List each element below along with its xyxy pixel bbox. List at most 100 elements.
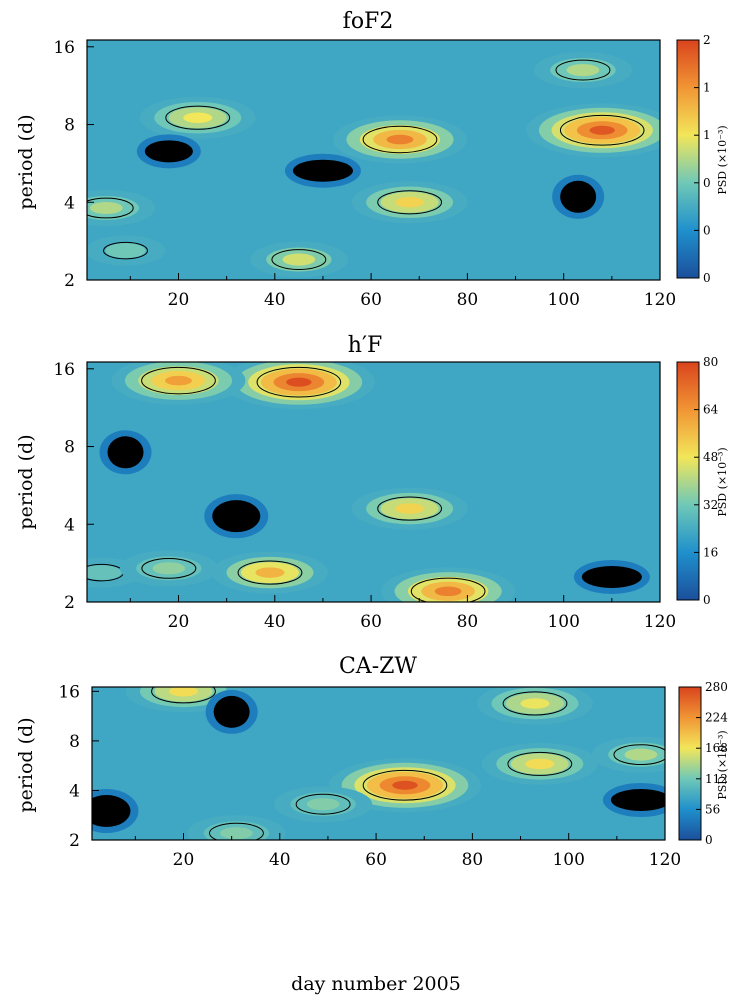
x-tick-label: 20	[173, 850, 195, 870]
x-tick-label: 120	[644, 290, 676, 310]
x-axis-ticks: 20 40 60 80 100 120	[134, 833, 681, 870]
x-tick-label: 20	[168, 612, 190, 632]
colorbar-tick-label: 1	[703, 128, 711, 142]
plot-frame	[86, 361, 661, 603]
x-tick-label: 80	[457, 290, 479, 310]
spectral-peak	[119, 550, 218, 587]
spectral-peak	[381, 567, 516, 602]
colorbar-tick-label: 224	[705, 711, 728, 725]
colorbar-tick-label: 112	[705, 772, 728, 786]
spectrum-plot	[86, 361, 661, 603]
spectral-peak	[205, 689, 258, 734]
x-tick-label: 80	[462, 850, 484, 870]
colorbar-tick-label: 16	[703, 545, 718, 559]
spectral-peak	[533, 52, 632, 89]
spectral-peak	[222, 362, 375, 410]
x-tick-label: 60	[360, 612, 382, 632]
panel-title: foF2	[343, 9, 394, 34]
spectral-peak	[526, 103, 660, 158]
colorbar-tick-label: 32	[703, 498, 718, 512]
y-tick-label: 4	[64, 193, 75, 213]
spectral-peak	[481, 742, 598, 785]
x-tick-label: 60	[365, 850, 387, 870]
x-tick-label: 100	[547, 290, 579, 310]
spectral-peak	[249, 241, 348, 278]
spectral-peak	[204, 494, 269, 539]
spectral-peak	[351, 487, 468, 530]
y-tick-label: 8	[64, 438, 75, 458]
colorbar-tick-label: 64	[703, 403, 719, 417]
spectral-peak	[87, 190, 156, 227]
y-tick-label: 16	[58, 682, 80, 702]
y-tick-label: 16	[53, 360, 75, 380]
colorbar-tick-label: 0	[703, 271, 711, 285]
spectral-peak	[284, 153, 361, 188]
spectral-peak	[92, 789, 139, 834]
spectral-peak	[187, 815, 286, 840]
colorbar-gradient	[676, 361, 700, 601]
x-tick-label: 60	[360, 290, 382, 310]
spectral-peak	[99, 430, 152, 475]
colorbar-tick-label: 0	[705, 833, 713, 847]
x-tick-label: 40	[264, 290, 286, 310]
colorbar-tick-label: 168	[705, 741, 728, 755]
colorbar: 0 56 112 168 224 280	[678, 680, 728, 847]
spectral-peak	[602, 782, 665, 817]
panel-title: CA-ZW	[339, 654, 417, 679]
colorbar-tick-label: 0	[703, 176, 711, 190]
x-tick-label: 20	[168, 290, 190, 310]
y-tick-label: 2	[69, 831, 80, 851]
plot-frame	[91, 686, 666, 841]
spectral-peak	[351, 181, 468, 224]
colorbar-tick-label: 2	[703, 33, 711, 47]
colorbar-label: PSD (×10⁻³)	[716, 125, 729, 194]
y-tick-label: 2	[64, 271, 75, 291]
y-axis-ticks: 2 4 8 16	[53, 38, 94, 291]
colorbar-label: PSD (×10⁻³)	[716, 447, 729, 516]
x-tick-label: 120	[644, 612, 676, 632]
colorbar-tick-label: 0	[703, 593, 711, 607]
y-tick-label: 4	[64, 515, 75, 535]
x-tick-label: 100	[552, 850, 584, 870]
spectral-peak	[211, 551, 328, 594]
colorbar-tick-label: 48	[703, 450, 718, 464]
colorbar-gradient	[678, 686, 702, 841]
colorbar: 0 0 0 1 1 2	[676, 33, 711, 285]
colorbar: 0 16 32 48 64 80	[676, 355, 719, 607]
colorbar-tick-label: 280	[705, 680, 728, 694]
panel-fof2: foF2 0 0 0 1 1 2 20 40 60 80 100 120 2 4 8 16 period …	[15, 9, 729, 310]
spectral-peak	[139, 96, 256, 139]
y-axis-ticks: 2 4 8 16	[53, 360, 94, 613]
spectral-peak	[591, 736, 665, 773]
spectral-peak	[87, 235, 166, 266]
colorbar-tick-label: 0	[703, 223, 711, 237]
spectral-peak	[125, 687, 242, 713]
y-axis-label: period (d)	[15, 434, 37, 529]
y-axis-label: period (d)	[15, 114, 37, 209]
y-tick-label: 2	[64, 593, 75, 613]
spectral-peak	[111, 362, 246, 405]
plot-frame	[86, 39, 661, 281]
spectrum-plot	[91, 686, 666, 841]
spectral-peak	[552, 174, 605, 219]
y-tick-label: 8	[69, 732, 80, 752]
spectral-peak	[274, 786, 373, 823]
colorbar-tick-label: 80	[703, 355, 718, 369]
spectrum-plot	[86, 39, 661, 281]
spectral-peak	[573, 559, 650, 594]
y-tick-label: 8	[64, 116, 75, 136]
spectral-peak	[332, 115, 467, 164]
x-axis-ticks: 20 40 60 80 100 120	[129, 273, 676, 310]
colorbar-tick-label: 1	[703, 81, 711, 95]
x-axis-label: day number 2005	[291, 973, 461, 995]
spectral-peak	[477, 687, 593, 725]
x-tick-label: 120	[649, 850, 681, 870]
colorbar-gradient	[676, 39, 700, 279]
colorbar-tick-label: 56	[705, 802, 720, 816]
y-axis-label: period (d)	[15, 717, 37, 812]
y-tick-label: 4	[69, 781, 80, 801]
x-tick-label: 40	[264, 612, 286, 632]
x-tick-label: 40	[269, 850, 291, 870]
